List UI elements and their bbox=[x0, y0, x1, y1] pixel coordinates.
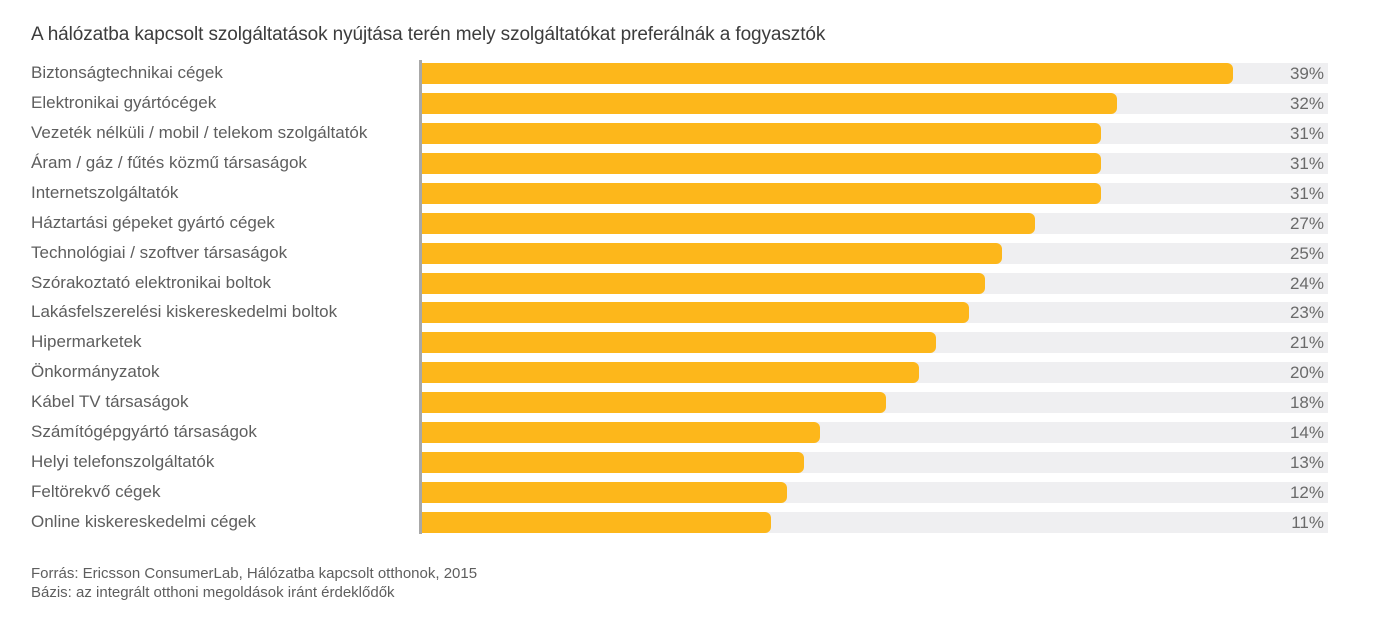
category-label: Technológiai / szoftver társaságok bbox=[31, 242, 288, 262]
source-note: Forrás: Ericsson ConsumerLab, Hálózatba … bbox=[31, 565, 478, 582]
category-label: Hipermarketek bbox=[31, 332, 142, 352]
bar bbox=[422, 302, 969, 324]
category-label: Szórakoztató elektronikai boltok bbox=[31, 272, 272, 292]
category-label: Önkormányzatok bbox=[31, 362, 160, 382]
value-label: 11% bbox=[1291, 512, 1324, 532]
bar bbox=[422, 92, 1117, 114]
bar bbox=[422, 122, 1101, 144]
category-label: Áram / gáz / fűtés közmű társaságok bbox=[31, 152, 307, 172]
bar bbox=[422, 212, 1035, 234]
bar bbox=[422, 482, 787, 504]
category-label: Lakásfelszerelési kiskereskedelmi boltok bbox=[31, 302, 338, 322]
category-label: Háztartási gépeket gyártó cégek bbox=[31, 212, 275, 232]
category-label: Helyi telefonszolgáltatók bbox=[31, 452, 215, 472]
value-label: 39% bbox=[1289, 64, 1324, 83]
bar bbox=[422, 332, 936, 354]
bar bbox=[422, 152, 1101, 174]
bar bbox=[422, 392, 886, 414]
category-label: Kábel TV társaságok bbox=[31, 392, 189, 412]
value-label: 23% bbox=[1289, 303, 1324, 323]
value-label: 31% bbox=[1289, 153, 1324, 173]
bar bbox=[422, 242, 1002, 264]
value-label: 25% bbox=[1289, 243, 1324, 263]
bar bbox=[422, 182, 1101, 204]
bar bbox=[422, 422, 820, 444]
bar bbox=[422, 362, 919, 384]
bar bbox=[422, 272, 985, 294]
value-label: 14% bbox=[1289, 423, 1324, 443]
category-label: Számítógépgyártó társaságok bbox=[31, 422, 257, 442]
value-label: 13% bbox=[1289, 453, 1324, 473]
value-label: 31% bbox=[1289, 183, 1324, 203]
value-label: 12% bbox=[1289, 483, 1324, 503]
category-label: Online kiskereskedelmi cégek bbox=[31, 511, 256, 531]
value-label: 27% bbox=[1289, 213, 1324, 233]
value-label: 24% bbox=[1289, 273, 1324, 293]
chart-title: A hálózatba kapcsolt szolgáltatások nyúj… bbox=[31, 24, 826, 45]
category-label: Elektronikai gyártócégek bbox=[31, 92, 217, 112]
chart-footer: Forrás: Ericsson ConsumerLab, Hálózatba … bbox=[31, 564, 477, 602]
bar bbox=[422, 511, 771, 533]
category-label: Feltörekvő cégek bbox=[31, 482, 161, 502]
category-label: Internetszolgáltatók bbox=[31, 182, 179, 202]
bar bbox=[422, 63, 1233, 84]
value-label: 32% bbox=[1289, 93, 1324, 113]
base-note: Bázis: az integrált otthoni megoldások i… bbox=[31, 584, 395, 601]
bar bbox=[422, 452, 804, 474]
y-axis-line bbox=[419, 60, 422, 534]
category-label: Vezeték nélküli / mobil / telekom szolgá… bbox=[31, 122, 368, 142]
category-label: Biztonságtechnikai cégek bbox=[31, 63, 223, 82]
value-label: 31% bbox=[1289, 123, 1324, 143]
value-label: 18% bbox=[1289, 393, 1324, 413]
value-label: 21% bbox=[1289, 333, 1324, 353]
value-label: 20% bbox=[1289, 363, 1324, 383]
